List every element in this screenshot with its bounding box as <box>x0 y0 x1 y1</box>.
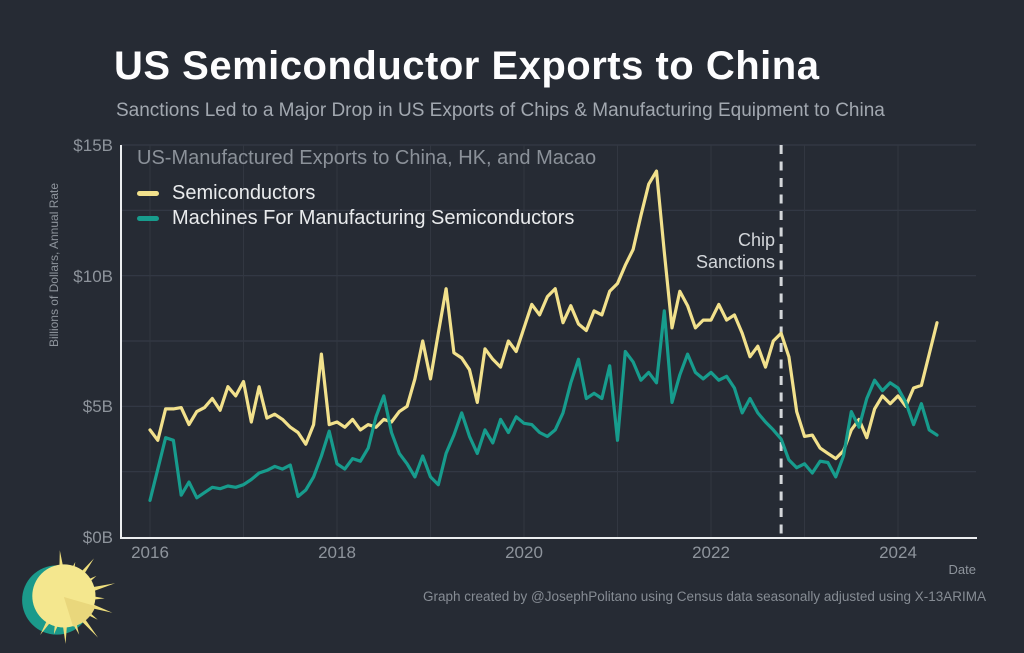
plot-inner-title: US-Manufactured Exports to China, HK, an… <box>137 147 597 169</box>
legend-item-machines: Machines For Manufacturing Semiconductor… <box>137 206 574 231</box>
legend-swatch-machines <box>137 216 159 221</box>
chip-sanctions-annotation: Chip Sanctions <box>696 229 775 273</box>
x-tick-label: 2024 <box>879 543 917 562</box>
x-tick-label: 2018 <box>318 543 356 562</box>
legend-item-semiconductors: Semiconductors <box>137 181 574 206</box>
sun-logo-icon <box>22 550 116 644</box>
x-axis-label: Date <box>948 562 976 577</box>
plot-area <box>121 144 976 537</box>
annotation-line2: Sanctions <box>695 252 775 272</box>
sun-disc-shade <box>63 596 96 627</box>
y-tick-label: $0B <box>82 528 113 547</box>
y-tick-label: $5B <box>82 397 113 417</box>
legend: Semiconductors Machines For Manufacturin… <box>137 181 574 231</box>
credit-text: Graph created by @JosephPolitano using C… <box>422 589 986 604</box>
y-tick-label: $15B <box>73 136 113 155</box>
chart-subtitle: Sanctions Led to a Major Drop in US Expo… <box>116 100 885 121</box>
x-tick-label: 2022 <box>692 543 730 562</box>
x-axis-spine <box>120 537 977 539</box>
y-axis-spine <box>120 145 122 539</box>
legend-swatch-semiconductors <box>137 191 159 196</box>
series-line-semiconductors <box>148 169 939 461</box>
x-tick-label: 2016 <box>131 543 169 562</box>
chart-title: US Semiconductor Exports to China <box>114 44 820 88</box>
x-tick-label: 2020 <box>505 543 543 562</box>
legend-label-machines: Machines For Manufacturing Semiconductor… <box>172 207 575 229</box>
legend-label-semiconductors: Semiconductors <box>172 182 316 204</box>
annotation-line1: Chip <box>737 230 775 250</box>
chart-svg <box>121 144 976 537</box>
series-line-machines <box>148 309 939 502</box>
y-tick-label: $10B <box>73 266 113 286</box>
